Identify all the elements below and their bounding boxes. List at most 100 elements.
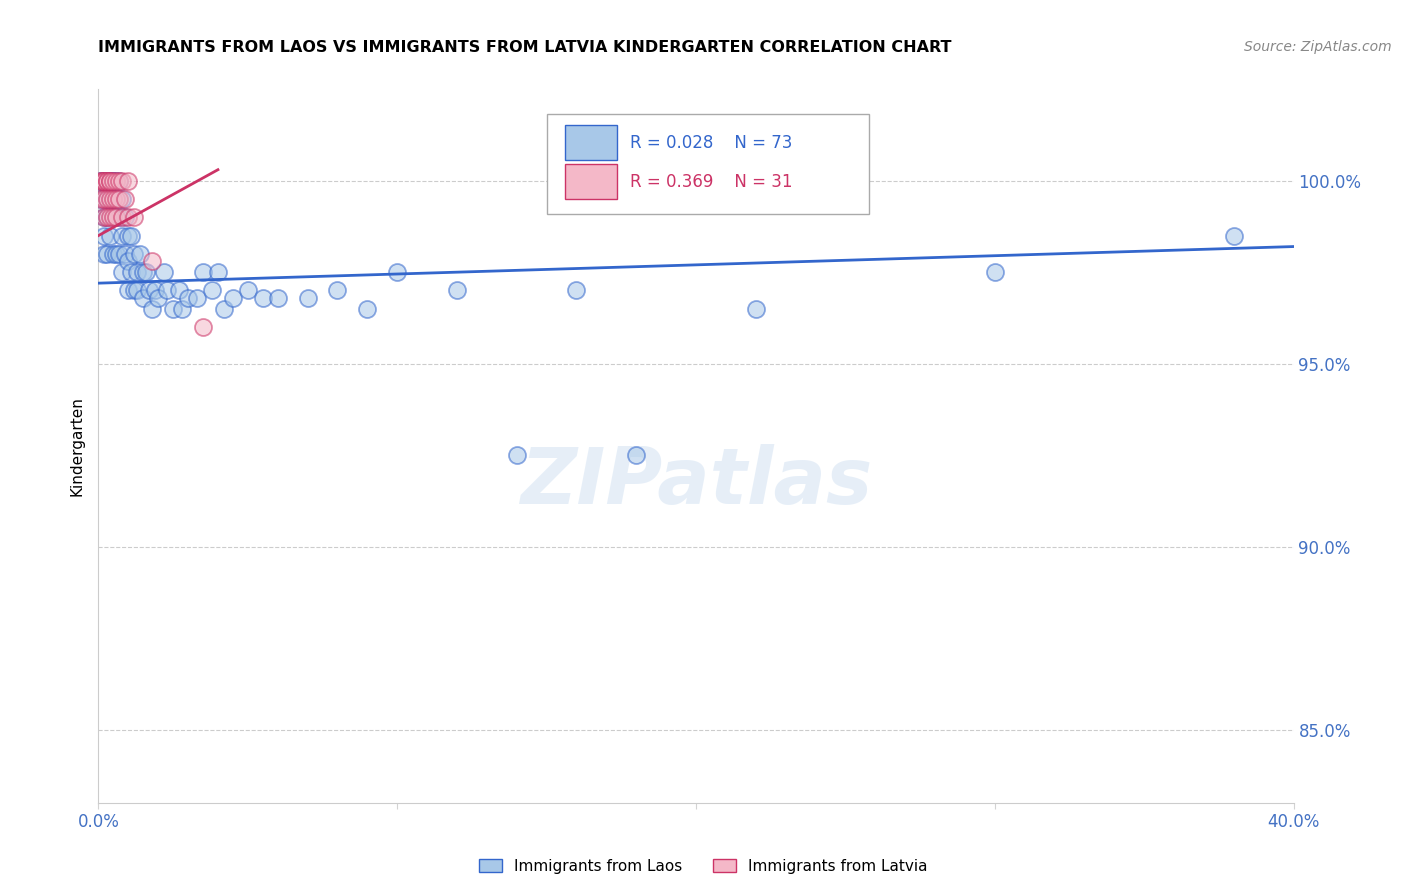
Point <box>172 301 194 316</box>
Text: Source: ZipAtlas.com: Source: ZipAtlas.com <box>1244 40 1392 54</box>
Point <box>96 211 118 225</box>
Point <box>105 211 128 225</box>
Point <box>105 174 128 188</box>
Point <box>1223 228 1246 243</box>
Point <box>103 174 125 188</box>
Point <box>114 247 136 261</box>
Point <box>103 174 125 188</box>
Point <box>103 192 125 206</box>
Point <box>132 265 155 279</box>
Point <box>98 228 122 243</box>
Point <box>96 174 118 188</box>
Point <box>96 174 118 188</box>
Point <box>506 448 529 462</box>
Point <box>236 284 259 298</box>
Point <box>138 284 160 298</box>
Point <box>96 192 118 206</box>
Point <box>127 265 149 279</box>
Point <box>103 174 125 188</box>
Point <box>93 174 115 188</box>
Point <box>90 192 112 206</box>
FancyBboxPatch shape <box>565 164 617 200</box>
Point <box>98 174 122 188</box>
Point <box>135 265 157 279</box>
Point <box>297 291 319 305</box>
Point <box>141 301 163 316</box>
Point <box>93 247 115 261</box>
Point <box>96 174 118 188</box>
Y-axis label: Kindergarten: Kindergarten <box>69 396 84 496</box>
Point <box>108 192 131 206</box>
Point <box>141 254 163 268</box>
Point <box>103 211 125 225</box>
Point <box>191 320 214 334</box>
Point <box>162 301 184 316</box>
Text: IMMIGRANTS FROM LAOS VS IMMIGRANTS FROM LATVIA KINDERGARTEN CORRELATION CHART: IMMIGRANTS FROM LAOS VS IMMIGRANTS FROM … <box>98 40 952 55</box>
Point <box>153 265 176 279</box>
Text: R = 0.369    N = 31: R = 0.369 N = 31 <box>630 173 793 191</box>
Point <box>93 192 115 206</box>
Point <box>117 174 139 188</box>
Point <box>117 211 139 225</box>
Point <box>120 228 142 243</box>
Point <box>117 284 139 298</box>
Point <box>114 211 136 225</box>
Point <box>98 211 122 225</box>
Point <box>201 284 224 298</box>
Point <box>105 174 128 188</box>
Point <box>212 301 235 316</box>
Point <box>624 448 647 462</box>
Point <box>90 174 112 188</box>
Point <box>565 284 588 298</box>
Point <box>148 291 170 305</box>
Point <box>446 284 468 298</box>
Point <box>167 284 190 298</box>
Point <box>98 192 122 206</box>
Point <box>96 247 118 261</box>
Point <box>129 247 152 261</box>
Point <box>108 174 131 188</box>
Point <box>103 192 125 206</box>
Point <box>983 265 1005 279</box>
Legend: Immigrants from Laos, Immigrants from Latvia: Immigrants from Laos, Immigrants from La… <box>472 853 934 880</box>
Point <box>127 284 149 298</box>
Point <box>103 247 125 261</box>
Point <box>111 265 134 279</box>
Point <box>111 228 134 243</box>
Point <box>90 174 112 188</box>
Point <box>93 174 115 188</box>
Point <box>111 192 134 206</box>
Point <box>222 291 245 305</box>
FancyBboxPatch shape <box>565 125 617 161</box>
Point <box>745 301 768 316</box>
Point <box>93 211 115 225</box>
Point <box>105 211 128 225</box>
Point <box>143 284 166 298</box>
Point <box>90 174 112 188</box>
Point <box>108 174 131 188</box>
Point <box>207 265 229 279</box>
Point <box>98 174 122 188</box>
Point <box>105 247 128 261</box>
Point <box>105 192 128 206</box>
Point <box>186 291 208 305</box>
Point <box>117 254 139 268</box>
Point <box>267 291 290 305</box>
Point <box>111 174 134 188</box>
Point <box>108 247 131 261</box>
Point <box>120 265 142 279</box>
Point <box>90 174 112 188</box>
Point <box>96 211 118 225</box>
Point <box>93 174 115 188</box>
FancyBboxPatch shape <box>547 114 869 214</box>
Point <box>124 211 146 225</box>
Point <box>98 174 122 188</box>
Point <box>90 192 112 206</box>
Point <box>96 192 118 206</box>
Point <box>117 228 139 243</box>
Point <box>111 211 134 225</box>
Point <box>385 265 409 279</box>
Point <box>93 228 115 243</box>
Point <box>252 291 274 305</box>
Text: R = 0.028    N = 73: R = 0.028 N = 73 <box>630 134 793 152</box>
